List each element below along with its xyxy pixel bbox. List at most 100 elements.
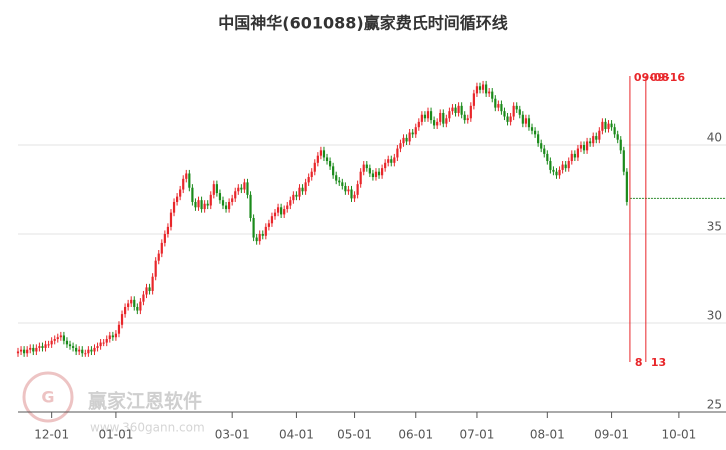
candle-body <box>589 141 592 144</box>
candle-body <box>335 175 338 181</box>
candle-body <box>182 178 185 190</box>
candle-body <box>117 324 121 334</box>
y-tick-label: 35 <box>707 220 722 234</box>
candle-body <box>29 347 32 350</box>
candle-body <box>62 335 65 341</box>
candle-body <box>451 107 454 112</box>
candle-body <box>371 173 375 178</box>
candle-body <box>530 127 534 131</box>
candle-body <box>102 342 105 344</box>
candle-body <box>442 112 445 124</box>
candle-body <box>111 335 114 338</box>
candle-body <box>506 116 509 122</box>
candle-body <box>457 105 460 113</box>
candle-body <box>142 294 145 302</box>
x-tick-label: 09-01 <box>594 428 629 442</box>
y-tick-label: 30 <box>707 309 722 323</box>
candle-body <box>543 148 546 154</box>
cycle-bottom-label: 13 <box>651 356 666 369</box>
candle-body <box>445 118 448 124</box>
candle-body <box>411 132 414 135</box>
candle-body <box>84 353 87 355</box>
candle-body <box>515 105 518 110</box>
candle-body <box>341 182 344 186</box>
cycle-bottom-label: 8 <box>635 356 643 369</box>
candle-body <box>598 130 601 140</box>
candle-body <box>613 127 616 135</box>
x-tick-label: 04-01 <box>279 428 314 442</box>
candle-body <box>108 335 111 340</box>
candle-body <box>540 143 543 149</box>
candle-body <box>139 301 142 311</box>
candle-body <box>160 242 163 254</box>
candle-body <box>322 150 326 158</box>
candle-body <box>151 276 154 291</box>
candle-body <box>491 91 494 99</box>
candle-body <box>90 349 93 352</box>
candle-body <box>576 148 580 158</box>
candle-body <box>280 207 283 215</box>
candle-body <box>429 111 433 121</box>
candle-body <box>231 198 234 202</box>
candle-body <box>68 344 72 347</box>
candle-body <box>494 98 497 108</box>
candle-body <box>567 161 570 169</box>
candle-body <box>582 145 586 151</box>
candle-body <box>469 105 472 119</box>
candle-body <box>338 180 341 183</box>
candle-body <box>81 349 84 354</box>
candle-body <box>475 86 479 94</box>
candle-body <box>191 187 194 202</box>
candle-body <box>512 105 515 117</box>
candle-body <box>423 114 427 119</box>
candle-body <box>218 193 222 201</box>
candle-body <box>71 346 75 348</box>
y-tick-label: 40 <box>707 131 722 145</box>
candle-body <box>564 164 567 169</box>
candle-body <box>200 200 203 210</box>
candle-body <box>380 168 384 176</box>
candle-body <box>215 184 218 194</box>
candle-body <box>93 347 96 352</box>
candle-body <box>255 237 258 242</box>
candle-body <box>75 347 78 352</box>
x-tick-label: 01-01 <box>98 428 133 442</box>
candle-body <box>203 203 206 210</box>
candle-body <box>384 162 387 169</box>
candle-body <box>500 104 503 112</box>
candle-body <box>47 344 50 346</box>
candle-body <box>44 344 47 348</box>
candle-body <box>176 196 179 202</box>
candle-body <box>26 349 29 354</box>
candle-body <box>328 161 332 167</box>
candle-body <box>503 111 506 117</box>
candle-body <box>408 132 411 142</box>
candle-body <box>616 134 619 140</box>
candle-body <box>188 173 191 188</box>
candle-body <box>399 143 402 149</box>
candle-body <box>488 91 491 94</box>
candle-body <box>237 187 240 192</box>
cycle-top-label: 09-16 <box>650 71 686 84</box>
candle-body <box>234 191 237 199</box>
candle-body <box>166 226 170 234</box>
chart-title: 中国神华(601088)赢家费氏时间循环线 <box>218 14 507 33</box>
x-tick-label: 05-01 <box>337 428 372 442</box>
candle-body <box>466 118 469 121</box>
candle-body <box>105 339 108 343</box>
candle-body <box>154 260 157 277</box>
candle-body <box>310 171 313 178</box>
candle-body <box>552 169 555 172</box>
candle-body <box>387 159 390 163</box>
candle-body <box>481 84 485 90</box>
watermark-logo-text: G <box>41 388 54 407</box>
candle-body <box>368 168 371 174</box>
candle-body <box>439 112 442 122</box>
candle-body <box>509 116 512 122</box>
candle-body <box>209 194 212 206</box>
candle-body <box>114 333 118 338</box>
candle-body <box>261 234 264 236</box>
candle-body <box>136 306 139 311</box>
